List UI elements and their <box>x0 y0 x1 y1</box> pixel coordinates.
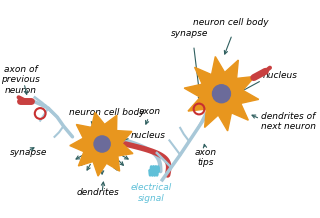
Text: axon
tips: axon tips <box>194 148 216 167</box>
Text: neuron cell body: neuron cell body <box>193 18 268 27</box>
Circle shape <box>212 85 230 103</box>
Text: neuron cell body: neuron cell body <box>69 108 145 117</box>
Text: nucleus: nucleus <box>263 71 298 80</box>
Text: dendrites: dendrites <box>76 188 119 197</box>
Text: electrical
signal: electrical signal <box>131 184 172 203</box>
Text: synapse: synapse <box>10 148 47 157</box>
Polygon shape <box>184 56 259 131</box>
Text: synapse: synapse <box>171 29 208 38</box>
Text: nucleus: nucleus <box>131 131 166 140</box>
Text: axon: axon <box>139 107 161 116</box>
Text: dendrites of
next neuron: dendrites of next neuron <box>261 112 316 131</box>
Polygon shape <box>70 112 133 176</box>
Circle shape <box>94 136 110 152</box>
Text: axon of
previous
neuron: axon of previous neuron <box>1 65 40 95</box>
